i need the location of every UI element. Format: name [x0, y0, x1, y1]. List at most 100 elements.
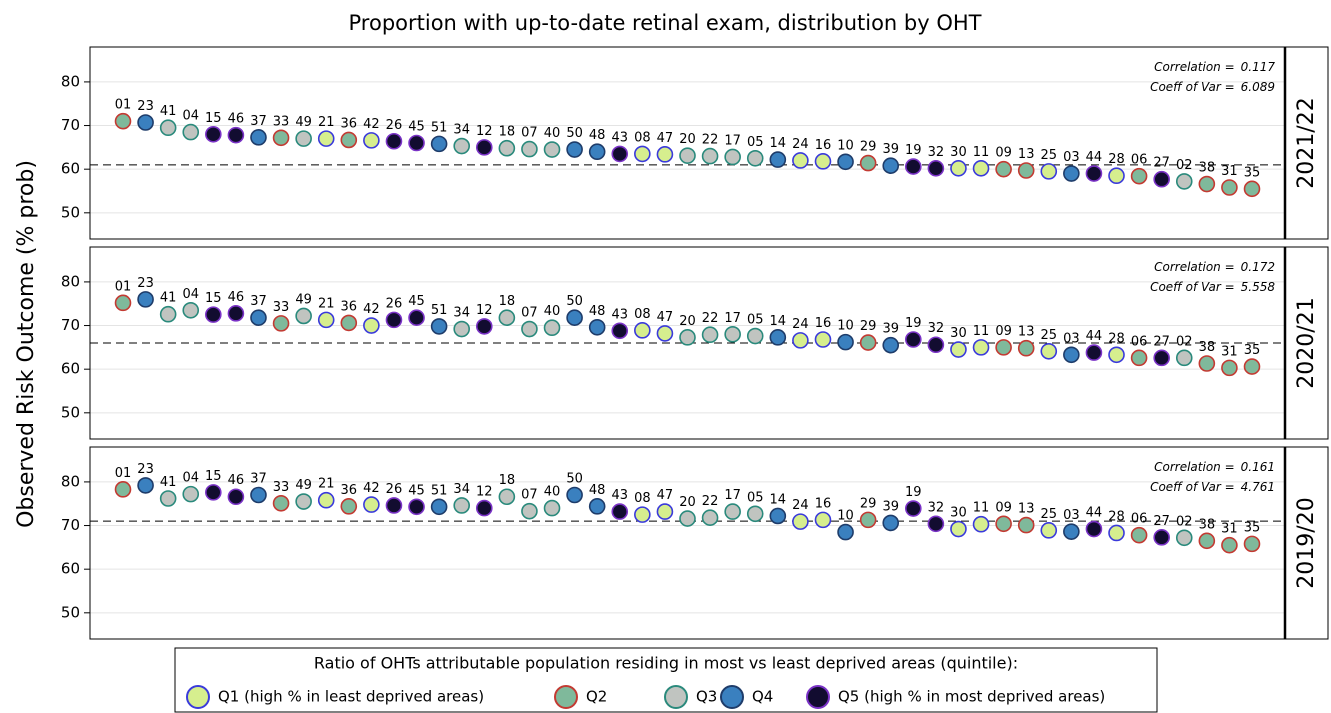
legend-marker [186, 685, 210, 709]
point [205, 484, 222, 501]
point [205, 306, 222, 323]
point-label: 18 [499, 294, 516, 309]
point [1085, 520, 1103, 538]
point [972, 339, 990, 356]
point [927, 515, 945, 533]
point [904, 500, 922, 517]
point-label: 20 [679, 314, 696, 329]
point [1243, 535, 1261, 553]
y-tick-label: 80 [61, 472, 80, 490]
point-label: 49 [295, 292, 312, 307]
point [792, 513, 809, 530]
point-label: 11 [973, 501, 990, 516]
point [859, 334, 877, 351]
point-label: 48 [589, 304, 606, 319]
strip-frame [1284, 446, 1329, 640]
point [611, 145, 629, 163]
point-label: 24 [792, 137, 809, 152]
point-label: 51 [431, 483, 448, 498]
stat-text: Correlation = 0.172 [1154, 260, 1275, 274]
point-label: 41 [160, 104, 177, 119]
point-label: 26 [386, 118, 403, 133]
point [746, 149, 764, 167]
stat-value: 6.089 [1241, 80, 1275, 94]
point [1130, 349, 1148, 367]
point-label: 29 [860, 140, 877, 155]
point [159, 490, 177, 507]
point-label: 18 [499, 125, 516, 140]
point [250, 309, 267, 326]
point [272, 494, 290, 512]
y-tick-label: 70 [61, 116, 80, 134]
point-label: 33 [273, 300, 290, 315]
y-tick-label: 50 [61, 603, 80, 621]
point [814, 153, 832, 170]
point-label: 46 [228, 290, 245, 305]
point [205, 125, 222, 143]
point-label: 29 [860, 496, 877, 511]
point [317, 491, 335, 509]
point-label: 40 [544, 304, 561, 319]
point [137, 114, 154, 131]
point-label: 44 [1086, 506, 1103, 521]
point-label: 42 [363, 117, 380, 132]
point-label: 44 [1086, 329, 1103, 344]
point-label: 47 [657, 310, 674, 325]
point [679, 510, 696, 527]
point [882, 336, 900, 354]
point-label: 28 [1108, 509, 1125, 524]
point [656, 146, 674, 163]
legend-label: Q3 [696, 688, 717, 706]
legend-label: Q1 (high % in least deprived areas) [218, 688, 484, 706]
point [1221, 536, 1238, 554]
point-label: 12 [476, 485, 493, 500]
point [498, 309, 516, 326]
y-tick-label: 80 [61, 272, 80, 290]
point [1017, 516, 1035, 534]
point-label: 45 [408, 483, 425, 498]
stat-text: Correlation = 0.117 [1154, 60, 1275, 74]
point [498, 139, 516, 157]
point [182, 301, 200, 319]
point-label: 21 [318, 296, 335, 311]
point [250, 129, 267, 146]
point [656, 325, 674, 342]
point [995, 515, 1012, 533]
point [1063, 346, 1080, 364]
point-label: 12 [476, 303, 493, 318]
point-label: 39 [882, 322, 899, 337]
point-label: 25 [1041, 328, 1058, 343]
point-label: 16 [815, 316, 832, 331]
point [679, 329, 696, 346]
point [385, 132, 403, 150]
point-label: 19 [905, 143, 922, 158]
point-label: 06 [1131, 512, 1148, 527]
point [814, 511, 832, 529]
point-label: 22 [702, 133, 719, 148]
point-label: 34 [453, 306, 470, 321]
stat-label: Correlation = [1154, 260, 1235, 274]
stat-label: Coeff of Var = [1150, 80, 1235, 94]
stat-text: Correlation = 0.161 [1154, 460, 1275, 474]
point-label: 37 [250, 114, 267, 129]
point-label: 20 [679, 495, 696, 510]
point-label: 01 [115, 466, 132, 481]
point [408, 498, 425, 516]
point-label: 17 [724, 488, 741, 503]
point [1040, 163, 1058, 180]
point [927, 160, 945, 177]
point-label: 35 [1244, 520, 1261, 535]
legend-label: Q4 [752, 688, 773, 706]
legend-label: Q2 [586, 688, 607, 706]
point-label: 29 [860, 319, 877, 334]
point-label: 16 [815, 138, 832, 153]
point-label: 38 [1199, 161, 1216, 176]
point-label: 17 [724, 133, 741, 148]
point-label: 37 [250, 294, 267, 309]
point-label: 03 [1063, 150, 1080, 165]
point-label: 18 [499, 473, 516, 488]
point-label: 26 [386, 296, 403, 311]
point-label: 32 [928, 145, 945, 160]
point [904, 331, 922, 348]
point-label: 06 [1131, 334, 1148, 349]
